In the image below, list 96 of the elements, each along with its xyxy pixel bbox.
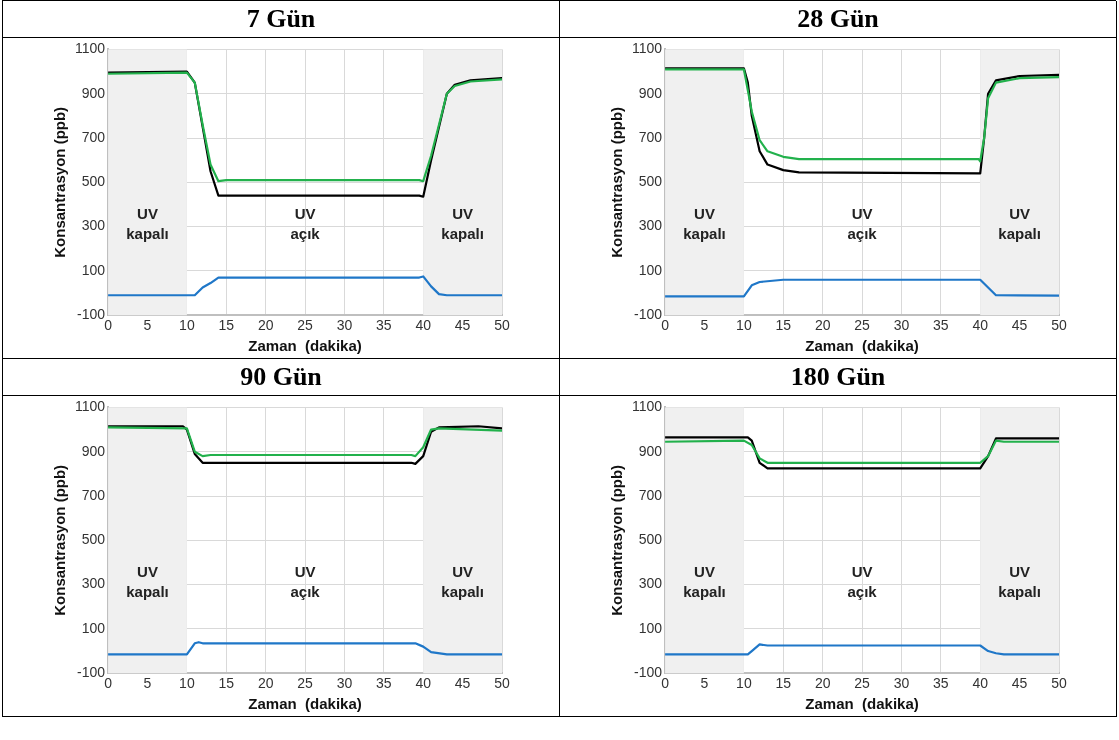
annotation: UV kapalı	[998, 562, 1041, 600]
annotation: UV açık	[847, 204, 878, 242]
annotation: UV kapalı	[126, 204, 169, 242]
x-tick-label: 30	[893, 317, 910, 334]
x-tick-label: 15	[218, 675, 235, 692]
y-tick-label: 300	[638, 575, 663, 592]
y-axis-title: Konsantrasyon (ppb)	[608, 464, 626, 616]
annotation: UV açık	[290, 562, 321, 600]
y-tick-label: 100	[638, 261, 663, 278]
y-tick-label: 1100	[632, 40, 663, 57]
x-axis-title: Zaman (dakika)	[805, 695, 919, 713]
y-tick-label: 100	[81, 261, 106, 278]
y-tick-label: -100	[77, 664, 106, 681]
x-tick-label: 45	[454, 317, 471, 334]
y-tick-label: 900	[638, 442, 663, 459]
x-tick-label: 35	[933, 317, 949, 334]
x-axis-title: Zaman (dakika)	[248, 337, 362, 355]
x-tick-label: 45	[1011, 317, 1028, 334]
x-tick-label: 45	[1011, 675, 1028, 692]
x-tick-label: 30	[893, 675, 910, 692]
y-tick-label: -100	[634, 306, 663, 323]
x-tick-label: 0	[661, 317, 670, 334]
x-tick-label: 20	[814, 675, 831, 692]
x-tick-label: 35	[376, 675, 392, 692]
x-tick-label: 10	[736, 317, 752, 334]
y-tick-label: 700	[638, 128, 663, 145]
x-tick-label: 25	[297, 317, 314, 334]
x-tick-label: 10	[179, 317, 195, 334]
x-tick-label: 0	[104, 317, 113, 334]
x-tick-label: 5	[700, 317, 709, 334]
y-tick-label: -100	[77, 306, 106, 323]
x-tick-label: 50	[1051, 317, 1067, 334]
annotation: UV kapalı	[998, 204, 1041, 242]
chart-title: 28 Gün	[560, 1, 1116, 38]
x-tick-label: 5	[143, 317, 152, 334]
y-tick-label: 700	[81, 128, 106, 145]
y-tick-label: 900	[81, 442, 106, 459]
y-axis-title: Konsantrasyon (ppb)	[51, 106, 69, 258]
x-tick-label: 45	[454, 675, 471, 692]
x-tick-label: 40	[972, 317, 989, 334]
y-tick-label: -100	[634, 664, 663, 681]
x-tick-label: 40	[415, 317, 432, 334]
x-tick-label: 50	[1051, 675, 1067, 692]
y-tick-label: 500	[638, 531, 663, 548]
annotation: UV kapalı	[683, 204, 726, 242]
x-tick-label: 15	[775, 317, 792, 334]
x-tick-label: 5	[700, 675, 709, 692]
chart-title: 90 Gün	[3, 359, 559, 396]
x-axis-title: Zaman (dakika)	[805, 337, 919, 355]
x-tick-label: 0	[661, 675, 670, 692]
y-tick-label: 300	[81, 575, 106, 592]
x-tick-label: 50	[494, 317, 510, 334]
y-tick-label: 700	[81, 486, 106, 503]
x-tick-label: 15	[775, 675, 792, 692]
x-tick-label: 15	[218, 317, 235, 334]
chart-title: 7 Gün	[3, 1, 559, 38]
x-tick-label: 0	[104, 675, 113, 692]
y-tick-label: 700	[638, 486, 663, 503]
chart-title: 180 Gün	[560, 359, 1116, 396]
x-tick-label: 25	[854, 317, 871, 334]
x-tick-label: 10	[179, 675, 195, 692]
annotation: UV kapalı	[441, 204, 484, 242]
x-tick-label: 20	[257, 317, 274, 334]
x-tick-label: 10	[736, 675, 752, 692]
x-tick-label: 30	[336, 675, 353, 692]
y-tick-label: 100	[81, 619, 106, 636]
x-tick-label: 40	[415, 675, 432, 692]
annotation: UV kapalı	[441, 562, 484, 600]
x-tick-label: 20	[257, 675, 274, 692]
y-tick-label: 1100	[75, 398, 106, 415]
x-tick-label: 25	[854, 675, 871, 692]
x-tick-label: 40	[972, 675, 989, 692]
x-tick-label: 35	[376, 317, 392, 334]
x-tick-label: 50	[494, 675, 510, 692]
x-axis-title: Zaman (dakika)	[248, 695, 362, 713]
y-tick-label: 500	[638, 173, 663, 190]
x-tick-label: 5	[143, 675, 152, 692]
y-axis-title: Konsantrasyon (ppb)	[51, 464, 69, 616]
x-tick-label: 25	[297, 675, 314, 692]
x-tick-label: 35	[933, 675, 949, 692]
y-tick-label: 1100	[632, 398, 663, 415]
y-axis-title: Konsantrasyon (ppb)	[608, 106, 626, 258]
y-tick-label: 900	[638, 84, 663, 101]
annotation: UV açık	[290, 204, 321, 242]
y-tick-label: 100	[638, 619, 663, 636]
y-tick-label: 900	[81, 84, 106, 101]
y-tick-label: 500	[81, 531, 106, 548]
x-tick-label: 20	[814, 317, 831, 334]
y-tick-label: 500	[81, 173, 106, 190]
y-tick-label: 1100	[75, 40, 106, 57]
y-tick-label: 300	[638, 217, 663, 234]
x-tick-label: 30	[336, 317, 353, 334]
annotation: UV kapalı	[683, 562, 726, 600]
annotation: UV kapalı	[126, 562, 169, 600]
y-tick-label: 300	[81, 217, 106, 234]
annotation: UV açık	[847, 562, 878, 600]
